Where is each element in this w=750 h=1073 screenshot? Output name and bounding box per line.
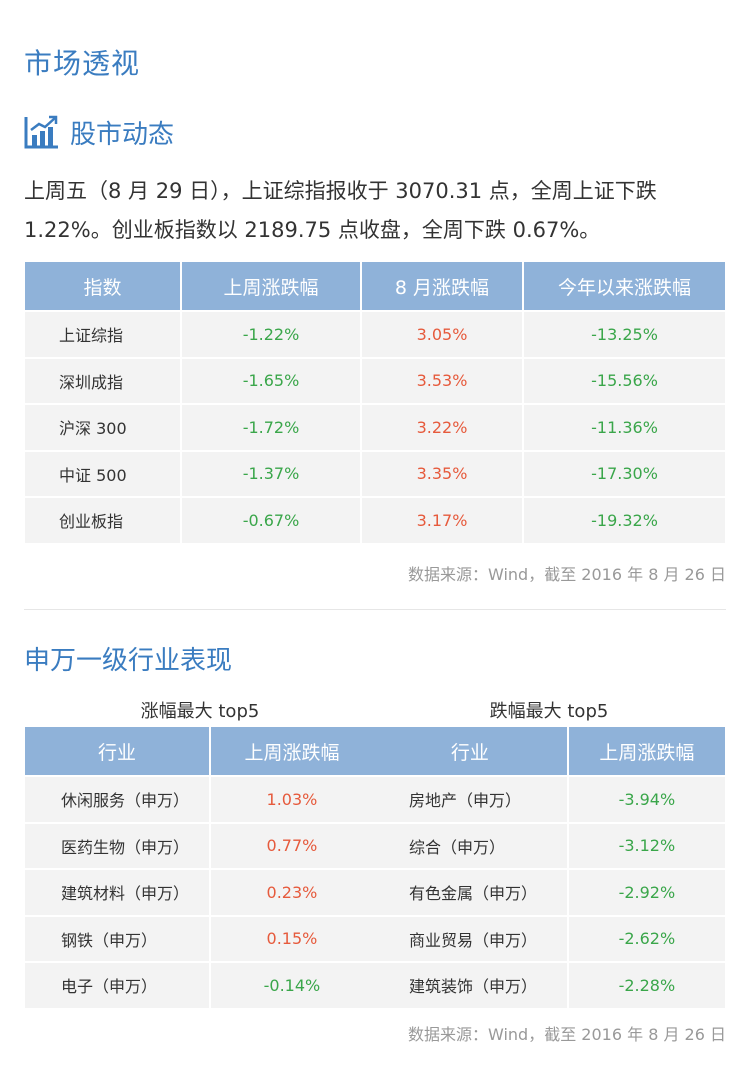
column-header: 8 月涨跌幅	[362, 262, 522, 310]
table-header-row: 行业 上周涨跌幅	[25, 727, 373, 775]
table-row: 商业贸易（申万） -2.62%	[373, 916, 725, 961]
index-name: 深圳成指	[25, 358, 180, 403]
week-change: -0.67%	[182, 498, 360, 543]
industry-name: 休闲服务（申万）	[25, 777, 209, 822]
week-change: -2.62%	[568, 916, 725, 961]
table-row: 深圳成指 -1.65% 3.53% -15.56%	[25, 358, 725, 403]
month-change: 3.17%	[362, 498, 522, 543]
market-section-header: 股市动态	[24, 114, 174, 150]
ytd-change: -19.32%	[524, 498, 725, 543]
industry-name: 综合（申万）	[373, 823, 567, 868]
column-header: 今年以来涨跌幅	[524, 262, 725, 310]
table-row: 房地产（申万） -3.94%	[373, 777, 725, 822]
week-change: -3.12%	[568, 823, 725, 868]
month-change: 3.22%	[362, 405, 522, 450]
table-row: 电子（申万） -0.14%	[25, 963, 373, 1008]
column-header: 上周涨跌幅	[182, 262, 360, 310]
index-name: 沪深 300	[25, 405, 180, 450]
column-header: 上周涨跌幅	[210, 727, 373, 775]
table-row: 建筑装饰（申万） -2.28%	[373, 963, 725, 1008]
week-change: 0.23%	[210, 870, 373, 915]
week-change: -2.28%	[568, 963, 725, 1008]
table-row: 建筑材料（申万） 0.23%	[25, 870, 373, 915]
summary-line: 1.22%。创业板指数以 2189.75 点收盘，全周下跌 0.67%。	[24, 218, 601, 242]
table-row: 上证综指 -1.22% 3.05% -13.25%	[25, 312, 725, 357]
industry-name: 建筑材料（申万）	[25, 870, 209, 915]
table-header-row: 行业 上周涨跌幅	[373, 727, 725, 775]
top-gainers-table: 行业 上周涨跌幅 休闲服务（申万） 1.03% 医药生物（申万） 0.77% 建…	[23, 725, 375, 1010]
week-change: -1.65%	[182, 358, 360, 403]
industry-name: 建筑装饰（申万）	[373, 963, 567, 1008]
table-header-row: 指数 上周涨跌幅 8 月涨跌幅 今年以来涨跌幅	[25, 262, 725, 310]
table-row: 沪深 300 -1.72% 3.22% -11.36%	[25, 405, 725, 450]
data-source-note: 数据来源：Wind，截至 2016 年 8 月 26 日	[408, 1025, 726, 1044]
week-change: 0.77%	[210, 823, 373, 868]
week-change: -1.72%	[182, 405, 360, 450]
column-header: 行业	[25, 727, 209, 775]
month-change: 3.35%	[362, 451, 522, 496]
ytd-change: -17.30%	[524, 451, 725, 496]
week-change: -0.14%	[210, 963, 373, 1008]
table-row: 有色金属（申万） -2.92%	[373, 870, 725, 915]
month-change: 3.53%	[362, 358, 522, 403]
week-change: 0.15%	[210, 916, 373, 961]
industry-name: 商业贸易（申万）	[373, 916, 567, 961]
bar-chart-trend-icon	[24, 115, 58, 149]
week-change: -3.94%	[568, 777, 725, 822]
page-title: 市场透视	[24, 47, 141, 80]
index-name: 中证 500	[25, 451, 180, 496]
table-row: 中证 500 -1.37% 3.35% -17.30%	[25, 451, 725, 496]
top-gainers-caption: 涨幅最大 top5	[140, 701, 260, 722]
column-header: 指数	[25, 262, 180, 310]
table-row: 医药生物（申万） 0.77%	[25, 823, 373, 868]
month-change: 3.05%	[362, 312, 522, 357]
week-change: -2.92%	[568, 870, 725, 915]
index-name: 上证综指	[25, 312, 180, 357]
ytd-change: -11.36%	[524, 405, 725, 450]
ytd-change: -15.56%	[524, 358, 725, 403]
section-label-market: 股市动态	[70, 119, 175, 150]
week-change: -1.22%	[182, 312, 360, 357]
column-header: 行业	[373, 727, 567, 775]
top-losers-caption: 跌幅最大 top5	[489, 701, 609, 722]
market-summary: 上周五（8 月 29 日），上证综指报收于 3070.31 点，全周上证下跌 1…	[24, 172, 724, 250]
industry-name: 医药生物（申万）	[25, 823, 209, 868]
industry-name: 有色金属（申万）	[373, 870, 567, 915]
table-row: 钢铁（申万） 0.15%	[25, 916, 373, 961]
data-source-note: 数据来源：Wind，截至 2016 年 8 月 26 日	[408, 565, 726, 584]
table-row: 休闲服务（申万） 1.03%	[25, 777, 373, 822]
table-row: 创业板指 -0.67% 3.17% -19.32%	[25, 498, 725, 543]
top-losers-table: 行业 上周涨跌幅 房地产（申万） -3.94% 综合（申万） -3.12% 有色…	[371, 725, 727, 1010]
column-header: 上周涨跌幅	[568, 727, 725, 775]
industry-name: 电子（申万）	[25, 963, 209, 1008]
index-name: 创业板指	[25, 498, 180, 543]
table-row: 综合（申万） -3.12%	[373, 823, 725, 868]
section-divider	[24, 609, 726, 610]
industry-name: 钢铁（申万）	[25, 916, 209, 961]
week-change: 1.03%	[210, 777, 373, 822]
industry-section-title: 申万一级行业表现	[24, 646, 233, 676]
ytd-change: -13.25%	[524, 312, 725, 357]
summary-line: 上周五（8 月 29 日），上证综指报收于 3070.31 点，全周上证下跌	[24, 179, 657, 203]
week-change: -1.37%	[182, 451, 360, 496]
index-performance-table: 指数 上周涨跌幅 8 月涨跌幅 今年以来涨跌幅 上证综指 -1.22% 3.05…	[23, 260, 727, 545]
industry-name: 房地产（申万）	[373, 777, 567, 822]
